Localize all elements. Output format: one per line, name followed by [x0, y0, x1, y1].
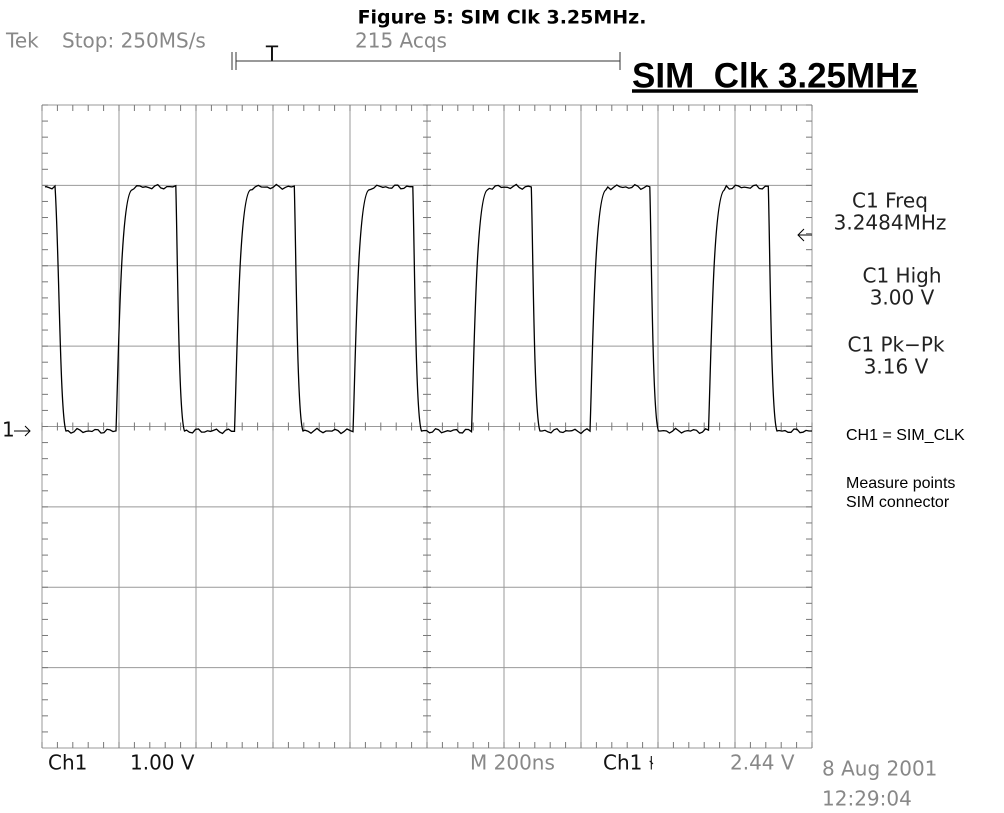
footer-time: 12:29:04 [822, 787, 912, 811]
acq-count: 215 Acqs [355, 29, 447, 53]
note: Measure points [846, 475, 955, 492]
note: SIM connector [846, 494, 950, 511]
brand: Tek [5, 29, 39, 53]
waveform [44, 183, 812, 435]
trigger-bar [231, 52, 621, 70]
level-arrow [797, 228, 812, 242]
footer-scale: 1.00 V [130, 751, 195, 775]
channel-marker: 1 [2, 418, 15, 442]
measure-value: 3.2484MHz [834, 211, 947, 235]
measure-value: 3.16 V [864, 355, 929, 379]
graticule [41, 104, 813, 749]
footer-channel: Ch1 [48, 751, 87, 775]
footer-timebase: M 200ns [470, 751, 555, 775]
footer-date: 8 Aug 2001 [822, 757, 937, 781]
channel-arrow [14, 425, 31, 437]
note: CH1 = SIM_CLK [846, 427, 965, 444]
measure-label: C1 High [862, 264, 941, 288]
scope-title: SIM_Clk 3.25MHz [632, 56, 918, 95]
acq-state: Stop: 250MS/s [62, 29, 206, 53]
footer-trigger-level: 2.44 V [730, 751, 795, 775]
measure-label: C1 Pk−Pk [847, 333, 945, 357]
trigger-mark: T [265, 42, 279, 66]
measure-value: 3.00 V [870, 286, 935, 310]
measure-label: C1 Freq [852, 189, 928, 213]
footer-trigger-channel: Ch1 ⫮ [603, 751, 654, 775]
figure-title: Figure 5: SIM Clk 3.25MHz. [358, 7, 647, 29]
